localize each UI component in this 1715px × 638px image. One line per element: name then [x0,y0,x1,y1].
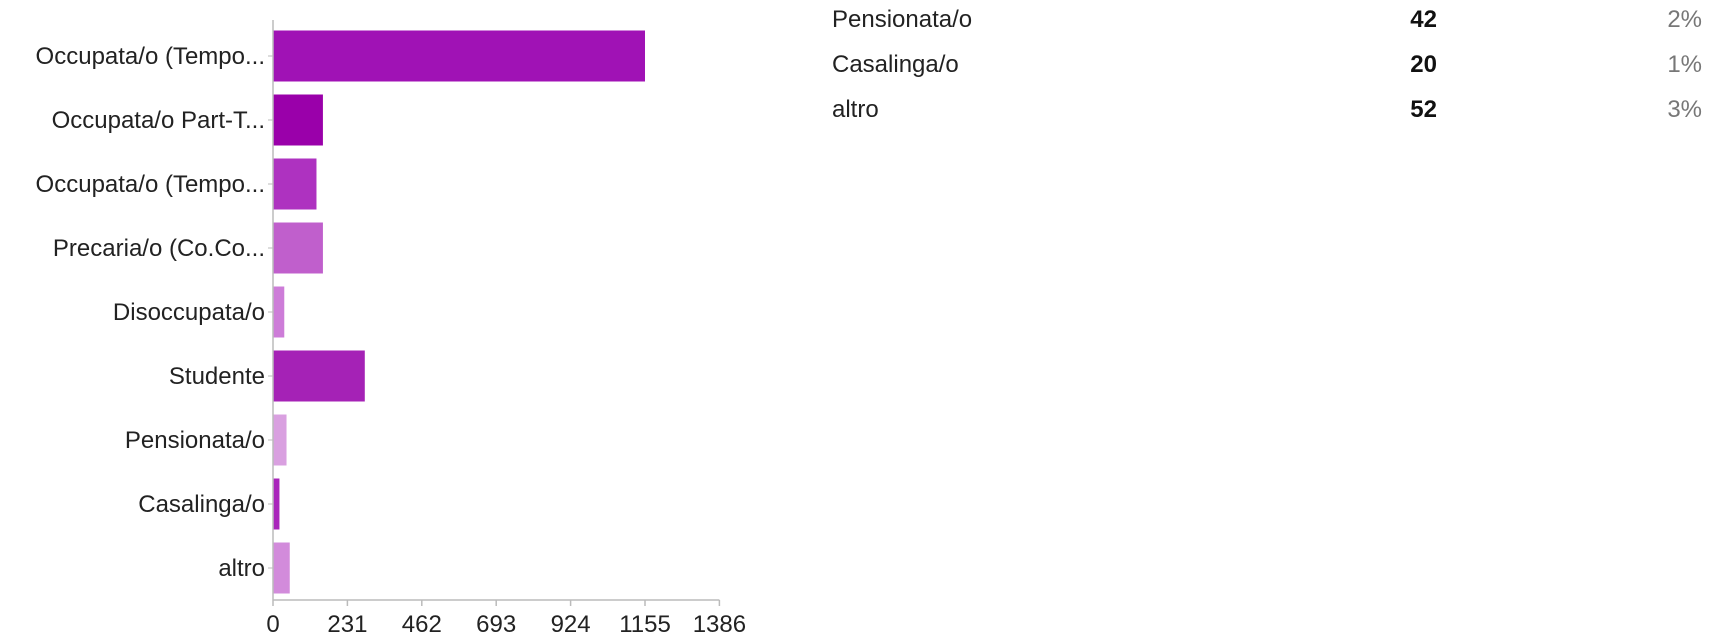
bar [273,30,645,82]
category-label: Occupata/o (Tempo... [36,43,265,70]
x-tick-label: 924 [551,611,591,638]
summary-row-altro: altro 52 3% [832,91,1712,136]
bar-chart: Occupata/o (Tempo... Occupata/o Part-T...… [36,20,746,638]
x-tick-label: 0 [266,611,279,638]
category-label: Pensionata/o [125,427,265,454]
category-label: Studente [169,363,265,390]
category-label: Occupata/o (Tempo... [36,171,265,198]
category-label: Casalinga/o [138,491,265,518]
summary-label: altro [832,96,879,123]
bar [273,542,290,594]
bar [273,478,280,530]
summary-percent: 1% [1667,51,1702,78]
summary-count: 42 [1410,6,1437,33]
bar [273,158,317,210]
category-label: Occupata/o Part-T... [52,107,265,134]
summary-percent: 2% [1667,6,1702,33]
category-label: altro [218,555,265,582]
summary-count: 52 [1410,96,1437,123]
x-tick-label: 1386 [693,611,746,638]
bar [273,94,323,146]
bar [273,286,285,338]
category-label: Disoccupata/o [113,299,265,326]
summary-row-casalinga: Casalinga/o 20 1% [832,46,1712,91]
category-label: Precaria/o (Co.Co... [53,235,265,262]
x-tick-label: 693 [476,611,516,638]
summary-count: 20 [1410,51,1437,78]
summary-label: Pensionata/o [832,6,973,33]
x-tick-label: 1155 [619,611,671,638]
summary-label: Casalinga/o [832,51,959,78]
bar [273,350,365,402]
summary-row-pensionata: Pensionata/o 42 2% [832,1,1712,46]
bar [273,222,323,274]
x-tick-label: 462 [402,611,442,638]
x-tick-label: 231 [327,611,367,638]
bar [273,414,287,466]
summary-percent: 3% [1667,96,1702,123]
